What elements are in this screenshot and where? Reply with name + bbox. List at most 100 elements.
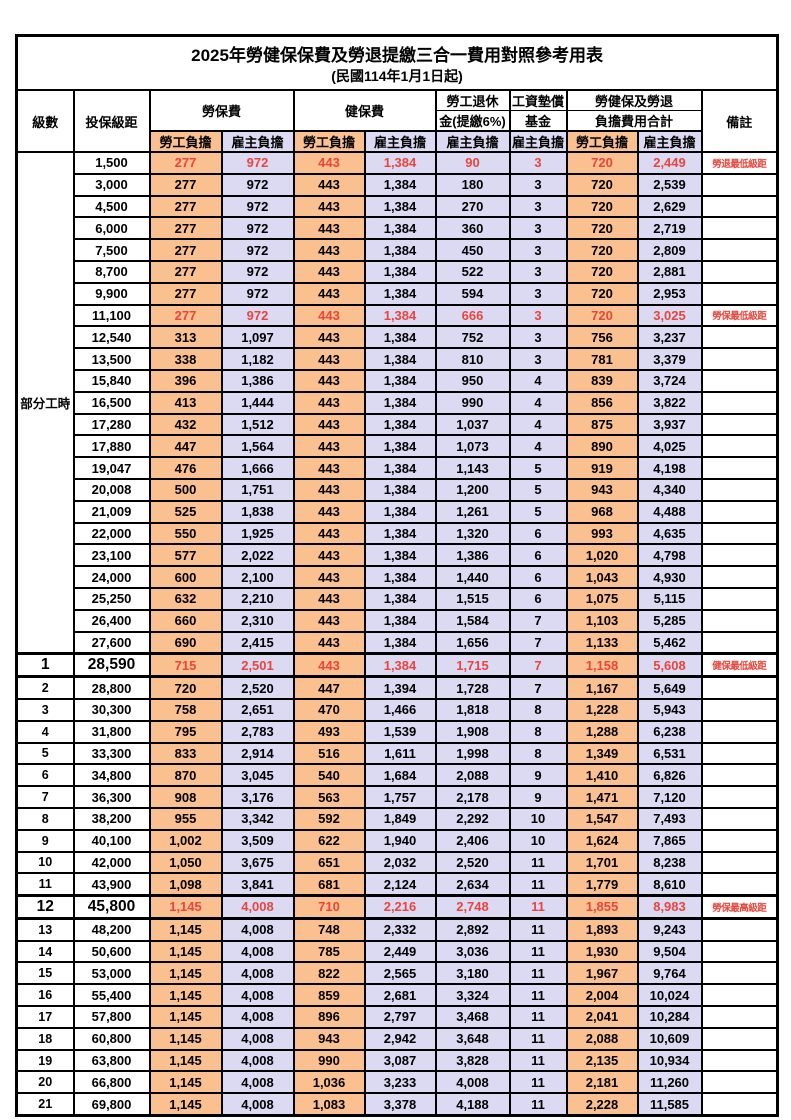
cell-pension-employer: 1,728 [434,675,511,700]
cell-remark [700,939,779,964]
table-row: 22,000 550 1,925 443 1,384 1,320 6 993 4,635 [17,521,779,546]
header-remark: 備註 [700,89,779,153]
cell-remark [700,368,779,393]
cell-wage-fund-employer: 8 [508,719,568,744]
cell-health-employer: 1,384 [363,172,437,197]
cell-health-employee: 1,083 [292,1092,366,1117]
cell-health-employer: 2,216 [363,894,437,920]
cell-total-employee: 2,041 [565,1005,639,1029]
table-row: 14 50,600 1,145 4,008 785 2,449 3,036 11 1,930 9,… [15,939,779,964]
cell-total-employee: 756 [565,325,639,350]
cell-remark: 勞保最低級距 [700,303,779,328]
cell-pension-employer: 270 [434,194,511,219]
cell-total-employer: 6,826 [636,763,703,788]
cell-pension-employer: 1,440 [434,565,511,589]
cell-total-employer: 9,243 [636,917,703,942]
cell-health-employer: 1,384 [363,238,437,262]
header-pension-line2: 金(提繳6%) [434,110,511,132]
cell-labor-employer: 2,914 [220,741,295,766]
cell-remark [700,456,779,480]
cell-labor-employer: 972 [220,216,295,241]
cell-total-employer: 2,539 [636,172,703,197]
cell-remark [700,1026,779,1051]
cell-labor-employee: 758 [148,697,223,722]
cell-total-employer: 2,809 [636,238,703,262]
cell-total-employer: 4,635 [636,521,703,546]
table-row: 21 69,800 1,145 4,008 1,083 3,378 4,188 11 2,228… [15,1092,779,1117]
cell-health-employee: 443 [292,325,366,350]
cell-health-employee: 748 [292,917,366,942]
cell-remark [700,850,779,875]
cell-total-employer: 10,609 [636,1026,703,1051]
cell-labor-employer: 4,008 [220,1048,295,1073]
cell-bracket: 13,500 [72,347,151,371]
table-row: 11 43,900 1,098 3,841 681 2,124 2,634 11 1,779 8,… [15,872,779,897]
cell-level: 19 [15,1048,75,1073]
reference-table: 2025年勞健保保費及勞退提繳三合一費用對照參考用表 (民國114年1月1日起)… [15,34,780,1118]
cell-total-employee: 1,471 [565,785,639,809]
cell-total-employer: 5,649 [636,675,703,700]
cell-remark [700,872,779,897]
cell-labor-employer: 4,008 [220,939,295,964]
cell-level: 16 [15,983,75,1008]
cell-bracket: 27,600 [72,630,151,655]
cell-remark [700,1070,779,1095]
cell-bracket: 1,500 [72,151,151,175]
cell-wage-fund-employer: 5 [508,477,568,502]
table-row: 7,500 277 972 443 1,384 450 3 720 2,809 [17,238,779,262]
cell-labor-employer: 4,008 [220,894,295,920]
cell-labor-employee: 870 [148,763,223,788]
cell-total-employee: 720 [565,172,639,197]
cell-total-employee: 943 [565,477,639,502]
table-row: 19 63,800 1,145 4,008 990 3,087 3,828 11 2,135 10… [15,1048,779,1073]
table-row: 20 66,800 1,145 4,008 1,036 3,233 4,008 11 2,181… [15,1070,779,1095]
cell-total-employer: 8,238 [636,850,703,875]
cell-remark [700,238,779,262]
cell-wage-fund-employer: 5 [508,499,568,524]
cell-bracket: 17,280 [72,412,151,437]
cell-health-employee: 443 [292,281,366,306]
cell-health-employer: 1,684 [363,763,437,788]
cell-wage-fund-employer: 4 [508,434,568,459]
table-body: 部分工時 1,500 277 972 443 1,384 90 3 720 2,449 勞退最低級距… [15,151,779,1117]
cell-wage-fund-employer: 11 [508,850,568,875]
cell-total-employer: 4,930 [636,565,703,589]
cell-health-employer: 2,797 [363,1005,437,1029]
cell-wage-fund-employer: 11 [508,961,568,986]
cell-health-employee: 859 [292,983,366,1008]
cell-wage-fund-employer: 9 [508,763,568,788]
cell-pension-employer: 810 [434,347,511,371]
cell-total-employer: 3,025 [636,303,703,328]
cell-total-employee: 720 [565,281,639,306]
cell-health-employee: 443 [292,238,366,262]
cell-health-employer: 1,849 [363,806,437,831]
cell-remark [700,785,779,809]
cell-wage-fund-employer: 11 [508,1005,568,1029]
cell-labor-employee: 955 [148,806,223,831]
cell-total-employee: 720 [565,303,639,328]
cell-bracket: 21,009 [72,499,151,524]
cell-pension-employer: 90 [434,151,511,175]
cell-pension-employer: 1,908 [434,719,511,744]
cell-wage-fund-employer: 7 [508,675,568,700]
cell-health-employer: 1,384 [363,565,437,589]
cell-pension-employer: 3,468 [434,1005,511,1029]
cell-total-employee: 993 [565,521,639,546]
cell-bracket: 16,500 [72,390,151,415]
cell-level: 3 [15,697,75,722]
cell-total-employer: 5,608 [636,652,703,679]
cell-pension-employer: 1,715 [434,652,511,679]
cell-total-employer: 2,719 [636,216,703,241]
cell-labor-employer: 1,666 [220,456,295,480]
cell-total-employer: 9,504 [636,939,703,964]
cell-labor-employer: 1,925 [220,521,295,546]
cell-bracket: 20,008 [72,477,151,502]
table-header: 2025年勞健保保費及勞退提繳三合一費用對照參考用表 (民國114年1月1日起)… [15,34,779,153]
cell-pension-employer: 3,036 [434,939,511,964]
cell-health-employee: 443 [292,630,366,655]
cell-remark [700,719,779,744]
cell-remark [700,1048,779,1073]
cell-wage-fund-employer: 3 [508,325,568,350]
cell-health-employer: 1,611 [363,741,437,766]
cell-labor-employer: 4,008 [220,1005,295,1029]
